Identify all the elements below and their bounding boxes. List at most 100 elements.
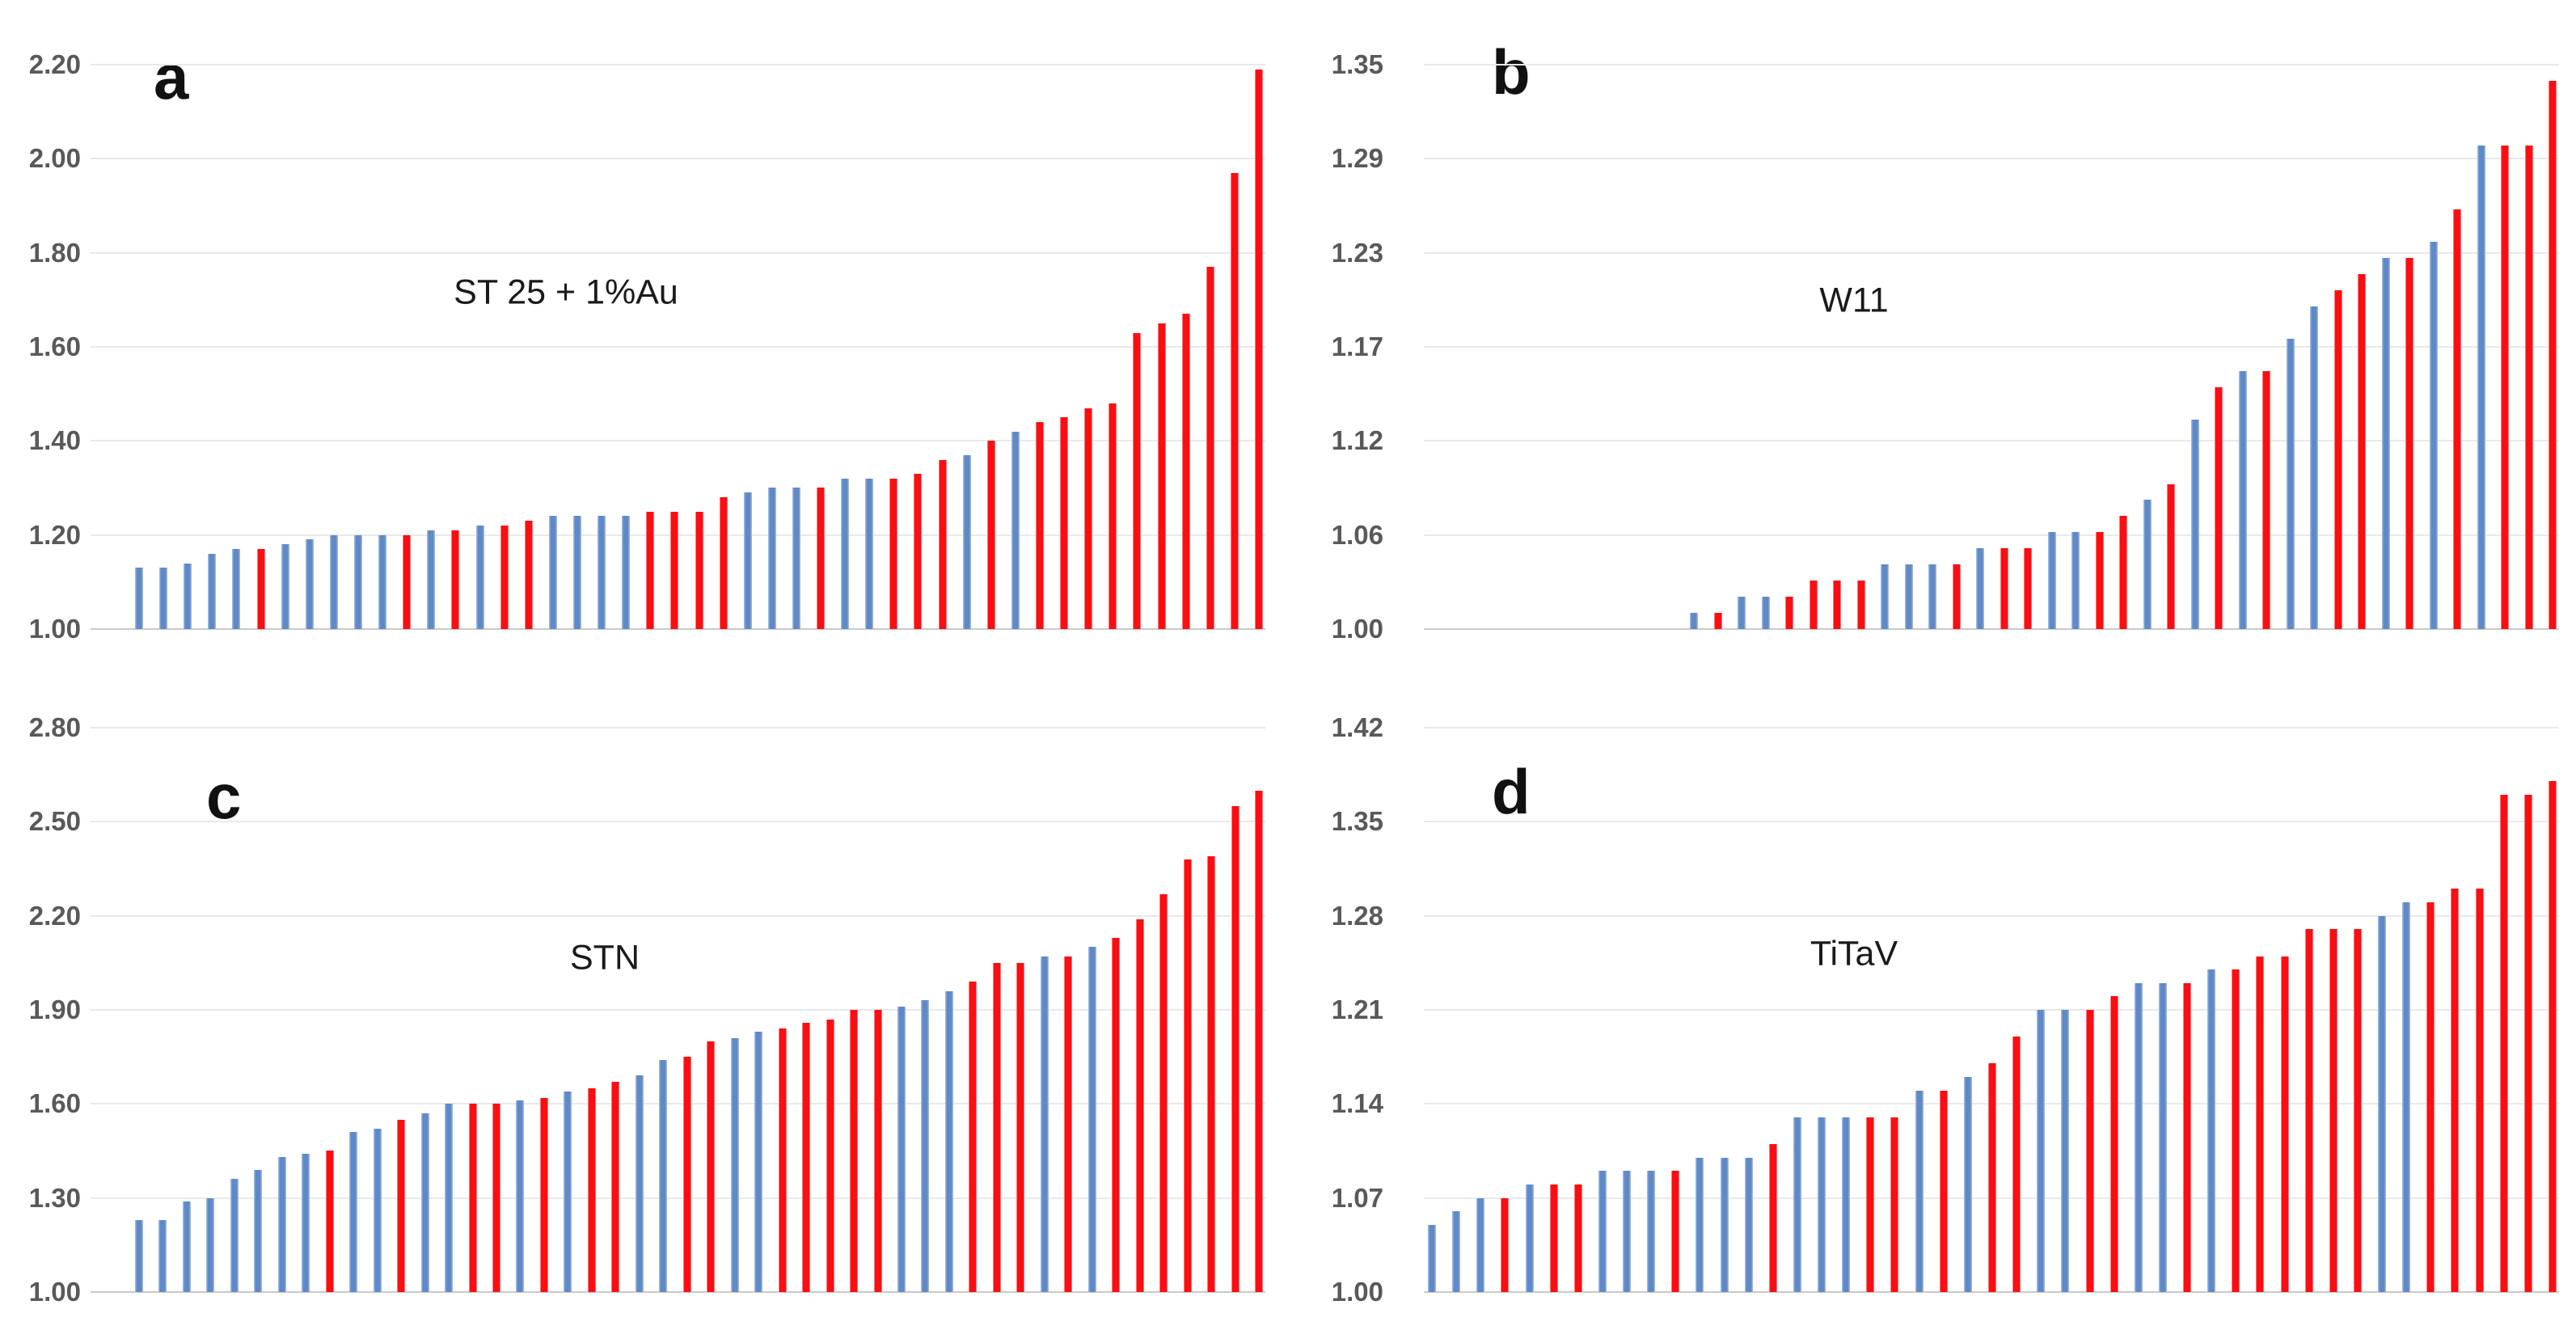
bar-red (1833, 581, 1841, 629)
bar-red (611, 1082, 619, 1292)
x-axis-line (1424, 1291, 2559, 1293)
bar-blue (1842, 1117, 1850, 1292)
bar-blue (2143, 500, 2152, 629)
bar-blue (1088, 947, 1096, 1292)
bar-blue (1738, 597, 1746, 629)
y-tick-label: 1.60 (28, 332, 81, 361)
bar-red (1136, 919, 1144, 1292)
bar-red (2215, 387, 2223, 629)
bar-red (2119, 516, 2127, 629)
y-tick-label: 2.80 (28, 712, 81, 742)
bar-red (1231, 173, 1239, 629)
bar-red (987, 441, 995, 629)
panel-a: a ST 25 + 1%Au 2.20 2.00 1.80 1.60 1.40 1.20 1… (0, 0, 1288, 663)
bar-blue (1452, 1211, 1460, 1292)
bar-red (670, 512, 678, 629)
y-tick-label: 2.20 (28, 900, 81, 931)
bar-blue (378, 535, 386, 629)
bar-blue (2239, 371, 2247, 629)
bar-blue (897, 1007, 906, 1292)
bar-blue (1647, 1171, 1655, 1292)
bar-blue (1818, 1117, 1826, 1292)
bar-blue (1690, 613, 1698, 629)
bar-blue (2135, 983, 2143, 1292)
bar-blue (1905, 564, 1913, 629)
bar-blue (622, 516, 630, 629)
bar-blue (636, 1075, 644, 1292)
bar-red (2358, 274, 2366, 629)
bar-red (779, 1028, 787, 1292)
bar-blue (2378, 916, 2386, 1292)
bar-blue (744, 492, 752, 629)
y-tick-label: 2.50 (28, 806, 81, 837)
panel-c: c STN 2.80 2.50 2.20 1.90 1.60 1.30 1.00 (0, 663, 1288, 1326)
bar-blue (445, 1104, 453, 1292)
gridline (91, 158, 1265, 160)
bar-red (683, 1057, 691, 1292)
bar-red (2232, 969, 2240, 1292)
gridline (1424, 251, 2559, 254)
bar-blue (183, 1201, 191, 1292)
bar-blue (1762, 597, 1770, 629)
y-tick-label: 1.28 (1331, 900, 1383, 931)
bar-blue (841, 479, 849, 629)
bar-red (1857, 581, 1865, 629)
bar-red (1206, 267, 1214, 629)
bar-blue (598, 516, 606, 629)
y-tick-label: 1.20 (28, 519, 81, 550)
bar-blue (549, 516, 557, 629)
bar-blue (1428, 1225, 1436, 1292)
y-tick-label: 1.90 (28, 995, 81, 1024)
bar-blue (1745, 1158, 1753, 1292)
bar-red (720, 497, 728, 629)
bar-blue (2430, 242, 2438, 629)
bar-blue (2061, 1010, 2069, 1292)
bar-blue (754, 1032, 762, 1292)
panel-letter-c: c (206, 761, 242, 832)
bar-red (993, 963, 1001, 1292)
bar-red (1158, 323, 1166, 629)
gridline (91, 1103, 1265, 1105)
bar-blue (1793, 1117, 1801, 1292)
bar-red (1866, 1117, 1874, 1292)
bar-blue (2207, 969, 2215, 1292)
bar-blue (865, 479, 873, 629)
gridline (1424, 727, 2559, 728)
bar-red (2183, 983, 2191, 1292)
bar-red (1112, 938, 1120, 1292)
bar-red (695, 512, 703, 629)
bar-red (1785, 597, 1793, 629)
bar-blue (1976, 548, 1984, 629)
bar-red (1036, 422, 1044, 629)
x-axis-line (91, 628, 1265, 630)
bar-red (2354, 929, 2362, 1292)
bar-blue (184, 564, 192, 629)
y-tick-label: 1.17 (1331, 332, 1383, 361)
bar-red (646, 512, 654, 629)
bar-red (525, 521, 533, 629)
bar-red (2500, 795, 2508, 1292)
bar-red (1184, 859, 1192, 1292)
bar-blue (421, 1113, 429, 1292)
bar-red (1714, 613, 1722, 629)
bar-blue (921, 1000, 929, 1292)
bar-blue (1696, 1158, 1704, 1292)
bar-blue (768, 488, 776, 629)
bar-red (1255, 70, 1263, 629)
y-tick-label: 2.20 (28, 49, 81, 79)
bar-red (1060, 417, 1068, 629)
gridline (91, 1197, 1265, 1199)
gridline (91, 346, 1265, 348)
y-tick-label: 1.29 (1331, 143, 1383, 174)
bar-red (2012, 1037, 2021, 1292)
y-tick-label: 1.00 (28, 614, 81, 644)
bar-blue (302, 1154, 310, 1292)
bar-red (500, 526, 509, 629)
bar-blue (1476, 1198, 1484, 1292)
bar-red (1231, 806, 1239, 1292)
bar-red (1953, 564, 1961, 629)
y-tick-label: 1.60 (28, 1088, 81, 1119)
bar-blue (963, 455, 971, 629)
bar-red (889, 479, 897, 629)
